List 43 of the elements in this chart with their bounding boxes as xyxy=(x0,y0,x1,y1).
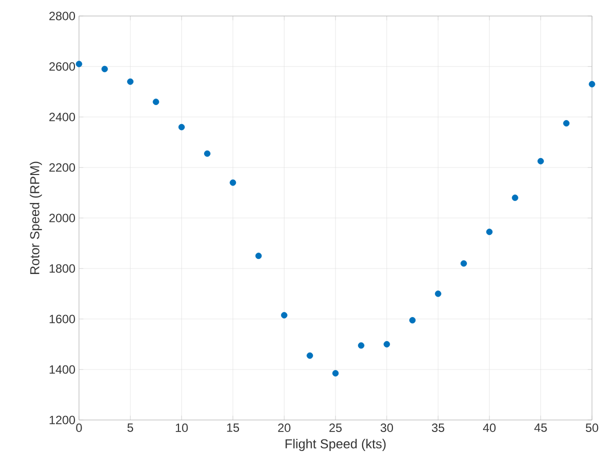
point xyxy=(101,66,108,72)
y-tick-label: 1200 xyxy=(50,416,76,424)
point xyxy=(563,120,570,127)
x-tick-label: 15 xyxy=(227,424,240,432)
point xyxy=(460,260,467,267)
point xyxy=(76,60,82,68)
y-tick-label: 1400 xyxy=(50,365,76,374)
point xyxy=(281,312,288,318)
y-axis-title: Rotor Speed (RPM) xyxy=(30,162,42,274)
point xyxy=(384,341,390,348)
point xyxy=(434,290,442,297)
x-axis-title: Flight Speed (kts) xyxy=(286,438,386,451)
x-tick-label: 0 xyxy=(76,424,82,432)
y-tick-label: 1600 xyxy=(50,314,76,324)
point xyxy=(178,124,185,130)
x-tick-label: 10 xyxy=(176,424,188,432)
y-tick-label: 1800 xyxy=(50,264,76,273)
point xyxy=(306,352,314,359)
y-tick-label: 2400 xyxy=(49,112,76,122)
x-tick-label: 45 xyxy=(534,424,547,432)
y-tick-label: 2000 xyxy=(49,214,76,222)
y-tick-label: 2200 xyxy=(49,163,76,172)
point xyxy=(332,370,339,376)
point xyxy=(152,98,160,106)
point xyxy=(409,317,416,324)
point xyxy=(255,252,262,260)
x-tick-label: 25 xyxy=(329,424,342,432)
x-tick-label: 5 xyxy=(127,424,134,432)
x-tick-label: 50 xyxy=(586,424,598,432)
point xyxy=(127,78,134,85)
x-tick-label: 20 xyxy=(278,424,290,432)
point xyxy=(204,150,210,157)
point xyxy=(230,179,236,186)
point xyxy=(486,228,493,236)
x-tick-label: 40 xyxy=(483,424,496,432)
point xyxy=(588,80,596,88)
x-tick-label: 30 xyxy=(380,424,394,432)
point xyxy=(358,342,364,349)
y-tick-label: 2800 xyxy=(49,12,76,20)
y-tick-label: 2600 xyxy=(49,62,76,71)
point xyxy=(512,194,518,201)
point xyxy=(537,158,544,164)
x-tick-label: 35 xyxy=(432,424,444,432)
